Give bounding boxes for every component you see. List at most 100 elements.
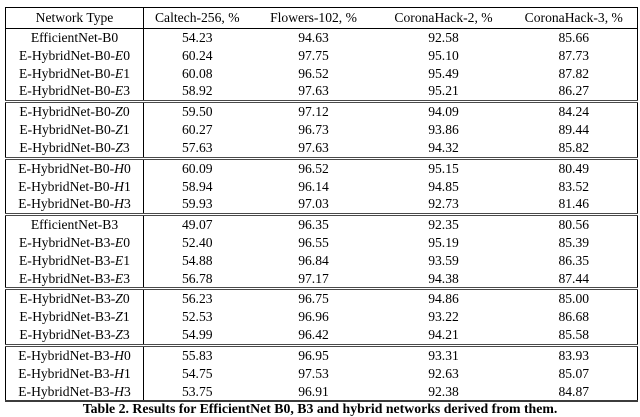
variant-letter: H [114,160,124,176]
variant-number: 0 [122,104,130,120]
table-row-b3-z3: E-HybridNet-B3-Z3 54.99 96.42 94.21 85.5… [5,326,638,346]
flowers-value: 97.63 [298,83,329,99]
coronahack2-value: 92.58 [428,30,459,45]
variant-letter: H [114,196,124,212]
flowers-value: 96.84 [298,252,329,268]
network-name-prefix: E-HybridNet-B0- [19,47,115,63]
network-name-prefix: E-HybridNet-B3- [19,252,115,268]
variant-number: 0 [123,47,130,63]
network-type-cell: E-HybridNet-B3-E3 [5,269,144,289]
coronahack2-value: 95.49 [428,65,459,81]
variant-number: 1 [123,365,131,381]
network-name: EfficientNet-B0 [30,30,119,45]
variant-letter: E [114,234,124,250]
caltech-value: 56.23 [181,291,213,307]
variant-letter: Z [115,122,123,138]
caltech-value: 59.93 [181,196,213,212]
coronahack3-value: 85.07 [558,365,590,381]
table-caption: Table 2. Results for EfficientNet B0, B3… [82,401,558,416]
variant-letter: Z [115,291,123,307]
network-type-cell: E-HybridNet-B3-Z0 [5,288,144,309]
network-name-prefix: E-HybridNet-B3- [19,309,116,325]
column-header-flowers-102: Flowers-102, % [270,10,357,26]
variant-number: 0 [122,291,130,307]
caltech-value: 57.63 [181,139,213,155]
coronahack2-value: 92.35 [428,217,459,233]
column-header-caltech-256: Caltech-256, % [154,10,240,26]
coronahack2-value: 93.22 [428,309,459,325]
table-row-efficientnet-b0: EfficientNet-B0 54.23 94.63 92.58 85.66 [5,28,638,47]
network-type-cell: EfficientNet-B3 [5,214,144,234]
coronahack3-value: 89.44 [558,122,590,138]
variant-letter: E [114,65,124,81]
network-name-prefix: E-HybridNet-B0- [19,122,116,138]
flowers-value: 97.75 [298,47,329,63]
variant-number: 1 [123,252,130,268]
network-type-cell: E-HybridNet-B0-H3 [5,195,144,215]
caltech-value: 56.78 [181,270,213,286]
coronahack2-value: 93.59 [428,252,459,268]
network-name-prefix: E-HybridNet-B0- [18,160,115,176]
network-name-prefix: E-HybridNet-B3- [18,383,115,399]
table-row-b3-z1: E-HybridNet-B3-Z1 52.53 96.96 93.22 86.6… [5,308,638,327]
network-type-cell: E-HybridNet-B3-Z1 [5,308,144,327]
variant-letter: E [114,270,124,286]
coronahack3-value: 85.00 [558,291,590,307]
coronahack2-value: 94.86 [428,291,459,307]
coronahack3-value: 87.44 [558,270,590,286]
variant-number: 1 [122,122,130,138]
network-name-prefix: E-HybridNet-B0- [19,139,116,155]
flowers-value: 96.95 [298,347,329,363]
caltech-value: 54.99 [181,327,213,343]
variant-letter: Z [115,139,123,155]
variant-letter: E [114,83,124,99]
coronahack2-value: 94.85 [428,178,459,194]
network-type-cell: E-HybridNet-B0-Z3 [5,138,144,159]
table-row-efficientnet-b3: EfficientNet-B3 49.07 96.35 92.35 80.56 [5,214,638,234]
caltech-value: 54.88 [181,252,213,268]
network-name-prefix: E-HybridNet-B3- [18,347,115,363]
table-row-b3-z0: E-HybridNet-B3-Z0 56.23 96.75 94.86 85.0… [5,288,638,309]
coronahack2-value: 94.09 [428,104,459,120]
coronahack2-value: 94.38 [428,270,459,286]
network-type-cell: E-HybridNet-B3-H3 [5,382,144,402]
variant-number: 1 [123,178,131,194]
table-row-b0-e1: E-HybridNet-B0-E1 60.08 96.52 95.49 87.8… [5,64,638,83]
flowers-value: 96.73 [298,122,329,138]
coronahack3-value: 84.24 [558,104,590,120]
coronahack3-value: 85.66 [558,30,590,45]
caltech-value: 53.75 [181,383,213,399]
network-type-cell: E-HybridNet-B0-E0 [5,46,144,65]
flowers-value: 96.52 [298,65,329,81]
network-name-prefix: E-HybridNet-B3- [19,291,116,307]
variant-number: 3 [123,383,131,399]
network-name-prefix: E-HybridNet-B0- [19,65,115,81]
flowers-value: 97.12 [298,104,329,120]
column-header-network-type: Network Type [5,7,144,29]
network-type-cell: E-HybridNet-B0-E1 [5,64,144,83]
table-row-b0-z0: E-HybridNet-B0-Z0 59.50 97.12 94.09 84.2… [5,101,638,122]
variant-number: 1 [123,65,130,81]
variant-letter: Z [115,327,123,343]
column-header-coronahack-3: CoronaHack-3, % [524,10,623,26]
caltech-value: 60.27 [181,122,213,138]
network-name-prefix: E-HybridNet-B0- [19,83,115,99]
caltech-value: 52.53 [181,309,213,325]
variant-number: 3 [123,270,130,286]
caltech-value: 54.23 [181,30,213,45]
variant-number: 3 [123,83,130,99]
coronahack3-value: 80.49 [558,160,590,176]
flowers-value: 96.35 [298,217,329,233]
network-type-cell: E-HybridNet-B3-E1 [5,251,144,270]
network-name-prefix: E-HybridNet-B0- [18,178,115,194]
variant-number: 3 [122,139,130,155]
caltech-value: 55.83 [181,347,213,363]
network-name-prefix: E-HybridNet-B3- [19,270,115,286]
caltech-value: 58.94 [181,178,213,194]
table-row-b0-z3: E-HybridNet-B0-Z3 57.63 97.63 94.32 85.8… [5,138,638,159]
network-type-cell: E-HybridNet-B0-Z1 [5,121,144,139]
network-name-prefix: E-HybridNet-B3- [19,327,116,343]
coronahack3-value: 87.73 [558,47,590,63]
table-row-b3-e1: E-HybridNet-B3-E1 54.88 96.84 93.59 86.3… [5,251,638,270]
variant-letter: Z [115,104,123,120]
